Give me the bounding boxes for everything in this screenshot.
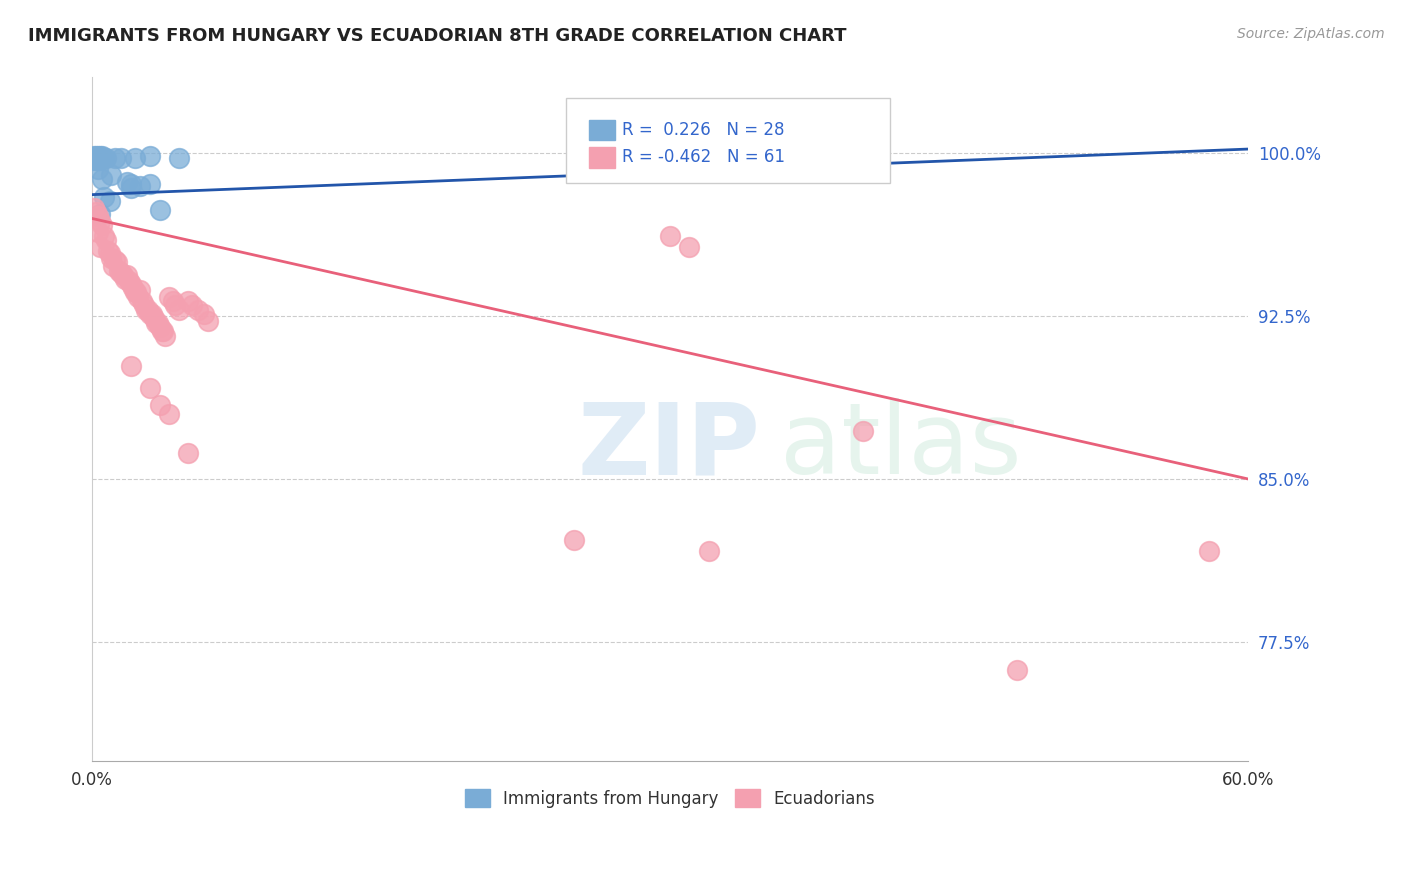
Text: ZIP: ZIP xyxy=(578,398,761,495)
Point xyxy=(697,543,720,558)
Text: Source: ZipAtlas.com: Source: ZipAtlas.com xyxy=(1237,27,1385,41)
Text: R =  0.226   N = 28: R = 0.226 N = 28 xyxy=(621,121,785,139)
Point xyxy=(1005,663,1028,677)
Point xyxy=(145,316,167,330)
Point xyxy=(162,293,184,308)
Point xyxy=(167,151,190,165)
Point xyxy=(89,207,111,221)
Point xyxy=(659,228,682,243)
Point xyxy=(118,275,141,289)
Point xyxy=(110,266,132,280)
Point xyxy=(94,233,117,247)
Point xyxy=(139,177,162,191)
Point xyxy=(120,181,142,195)
Point xyxy=(149,320,172,334)
Point xyxy=(149,398,172,412)
Text: R = -0.462   N = 61: R = -0.462 N = 61 xyxy=(621,148,785,167)
Point xyxy=(93,190,115,204)
Point xyxy=(157,407,180,421)
Point xyxy=(131,293,153,308)
Point xyxy=(111,268,134,282)
Point xyxy=(104,151,127,165)
FancyBboxPatch shape xyxy=(589,147,614,168)
Legend: Immigrants from Hungary, Ecuadorians: Immigrants from Hungary, Ecuadorians xyxy=(458,783,882,814)
Point xyxy=(89,148,111,162)
Point xyxy=(163,298,186,312)
Point xyxy=(124,285,146,300)
Point xyxy=(187,302,209,317)
Point xyxy=(157,290,180,304)
Point xyxy=(167,302,190,317)
Point xyxy=(89,213,111,227)
Point xyxy=(142,311,165,326)
Point xyxy=(125,285,148,300)
FancyBboxPatch shape xyxy=(589,120,614,140)
Point xyxy=(100,168,122,182)
Point xyxy=(87,148,110,162)
Point xyxy=(150,324,173,338)
Point xyxy=(678,240,700,254)
Point xyxy=(103,259,125,273)
Point xyxy=(181,298,204,312)
Point xyxy=(89,153,111,167)
Point xyxy=(127,290,149,304)
Point xyxy=(141,307,163,321)
Point xyxy=(1198,543,1220,558)
Point xyxy=(108,263,131,277)
Point xyxy=(124,151,146,165)
Point xyxy=(852,424,875,438)
Point xyxy=(100,251,122,265)
Point xyxy=(149,202,172,217)
Point xyxy=(139,381,162,395)
Point xyxy=(121,281,143,295)
Point xyxy=(114,272,136,286)
Point xyxy=(87,210,110,224)
Point xyxy=(90,148,112,162)
Point xyxy=(84,153,107,167)
FancyBboxPatch shape xyxy=(567,98,890,184)
Point xyxy=(152,324,174,338)
Point xyxy=(120,359,142,373)
Point xyxy=(134,298,156,312)
Point xyxy=(93,228,115,243)
Point xyxy=(89,240,111,254)
Text: IMMIGRANTS FROM HUNGARY VS ECUADORIAN 8TH GRADE CORRELATION CHART: IMMIGRANTS FROM HUNGARY VS ECUADORIAN 8T… xyxy=(28,27,846,45)
Point xyxy=(110,151,132,165)
Point xyxy=(129,178,152,193)
Point xyxy=(90,172,112,186)
Point xyxy=(177,446,200,460)
Point xyxy=(155,328,177,343)
Point xyxy=(139,148,162,162)
Point xyxy=(177,293,200,308)
Point xyxy=(104,252,127,267)
Point xyxy=(98,194,121,208)
Text: atlas: atlas xyxy=(780,398,1022,495)
Point xyxy=(94,151,117,165)
Point xyxy=(115,175,138,189)
Point xyxy=(83,201,105,215)
Point xyxy=(135,302,157,317)
Point xyxy=(197,313,219,327)
Point xyxy=(129,283,152,297)
Point xyxy=(87,161,110,176)
Point xyxy=(97,244,120,258)
Point xyxy=(84,148,107,162)
Point xyxy=(139,307,162,321)
Point xyxy=(87,225,110,239)
Point xyxy=(146,316,169,330)
Point xyxy=(93,151,115,165)
Point xyxy=(83,153,105,167)
Point xyxy=(120,177,142,191)
Point xyxy=(83,148,105,162)
Point xyxy=(98,246,121,260)
Point xyxy=(87,151,110,165)
Point xyxy=(115,268,138,282)
Point xyxy=(120,277,142,291)
Point xyxy=(90,218,112,232)
Point xyxy=(193,307,215,321)
Point xyxy=(84,205,107,219)
Point xyxy=(562,533,585,547)
Point xyxy=(105,255,128,269)
Point xyxy=(136,302,159,317)
